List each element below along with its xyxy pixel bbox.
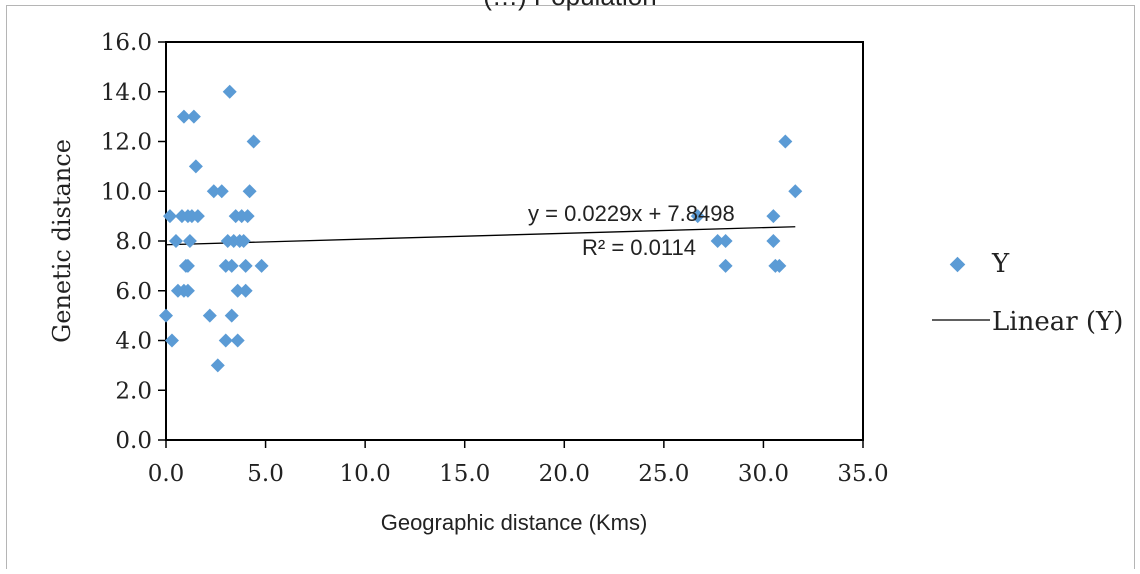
legend-label-linear: Linear (Y)	[992, 307, 1123, 337]
data-point	[190, 209, 205, 224]
r-squared-label: R² = 0.0114	[582, 235, 696, 260]
data-point	[246, 134, 261, 149]
x-tick-label: 25.0	[638, 461, 689, 487]
data-point	[718, 234, 733, 248]
y-axis: 0.0 2.0 4.0 6.0 8.0 10.0 12.0 14.0 16.0	[101, 30, 166, 454]
trendline-layer	[165, 226, 796, 246]
data-point	[218, 333, 233, 348]
data-point	[214, 184, 229, 199]
x-tick-label: 35.0	[837, 461, 888, 487]
trendline	[165, 226, 796, 246]
data-point	[766, 209, 781, 224]
legend-label-y: Y	[991, 249, 1010, 279]
data-point	[230, 333, 245, 348]
y-tick-label: 10.0	[101, 179, 152, 205]
data-point	[162, 209, 177, 224]
data-point	[778, 134, 793, 149]
data-point	[188, 159, 203, 174]
data-point	[254, 258, 269, 273]
data-point	[222, 84, 237, 99]
y-tick-label: 0.0	[115, 428, 152, 454]
data-point	[236, 234, 251, 248]
y-tick-label: 16.0	[101, 30, 152, 56]
x-axis: 0.0 5.0 10.0 15.0 20.0 25.0 30.0 35.0	[148, 440, 889, 487]
data-point	[159, 308, 173, 323]
y-tick-label: 4.0	[115, 329, 152, 355]
data-point	[238, 283, 253, 298]
x-tick-label: 10.0	[340, 461, 391, 487]
data-point	[690, 209, 705, 224]
data-point	[242, 184, 257, 199]
chart-area-border	[6, 5, 1135, 574]
y-tick-label: 8.0	[115, 229, 152, 255]
x-tick-label: 5.0	[247, 461, 284, 487]
y-tick-label: 6.0	[115, 279, 152, 305]
data-point	[186, 109, 201, 124]
x-tick-label: 0.0	[148, 461, 185, 487]
data-point	[766, 234, 781, 248]
data-point	[182, 234, 197, 248]
data-point	[238, 258, 253, 273]
data-point	[230, 283, 245, 298]
plot-area	[165, 41, 864, 441]
data-point	[202, 308, 217, 323]
data-point	[180, 283, 195, 298]
data-point	[168, 234, 183, 248]
data-point	[710, 234, 725, 248]
data-point	[210, 358, 225, 373]
data-point	[772, 258, 787, 273]
data-point	[718, 258, 733, 273]
data-point	[788, 184, 803, 199]
data-point	[240, 209, 255, 224]
y-tick-label: 2.0	[115, 378, 152, 404]
data-points	[159, 84, 803, 373]
y-tick-label: 14.0	[101, 80, 152, 106]
trendline-equation: y = 0.0229x + 7.8498	[528, 201, 735, 226]
x-tick-label: 20.0	[539, 461, 590, 487]
x-axis-title: Geographic distance (Kms)	[381, 510, 648, 535]
data-point	[224, 308, 239, 323]
y-tick-label: 12.0	[101, 130, 152, 156]
header-fragment: (…) Population	[483, 0, 656, 11]
data-point	[224, 258, 239, 273]
x-tick-label: 30.0	[738, 461, 789, 487]
data-point	[180, 258, 195, 273]
data-point	[164, 333, 179, 348]
legend: Y Linear (Y)	[932, 249, 1123, 337]
x-tick-label: 15.0	[439, 461, 490, 487]
legend-marker-y	[949, 256, 966, 273]
y-axis-title: Genetic distance	[48, 139, 76, 343]
data-point	[176, 109, 191, 124]
data-point	[206, 184, 221, 199]
